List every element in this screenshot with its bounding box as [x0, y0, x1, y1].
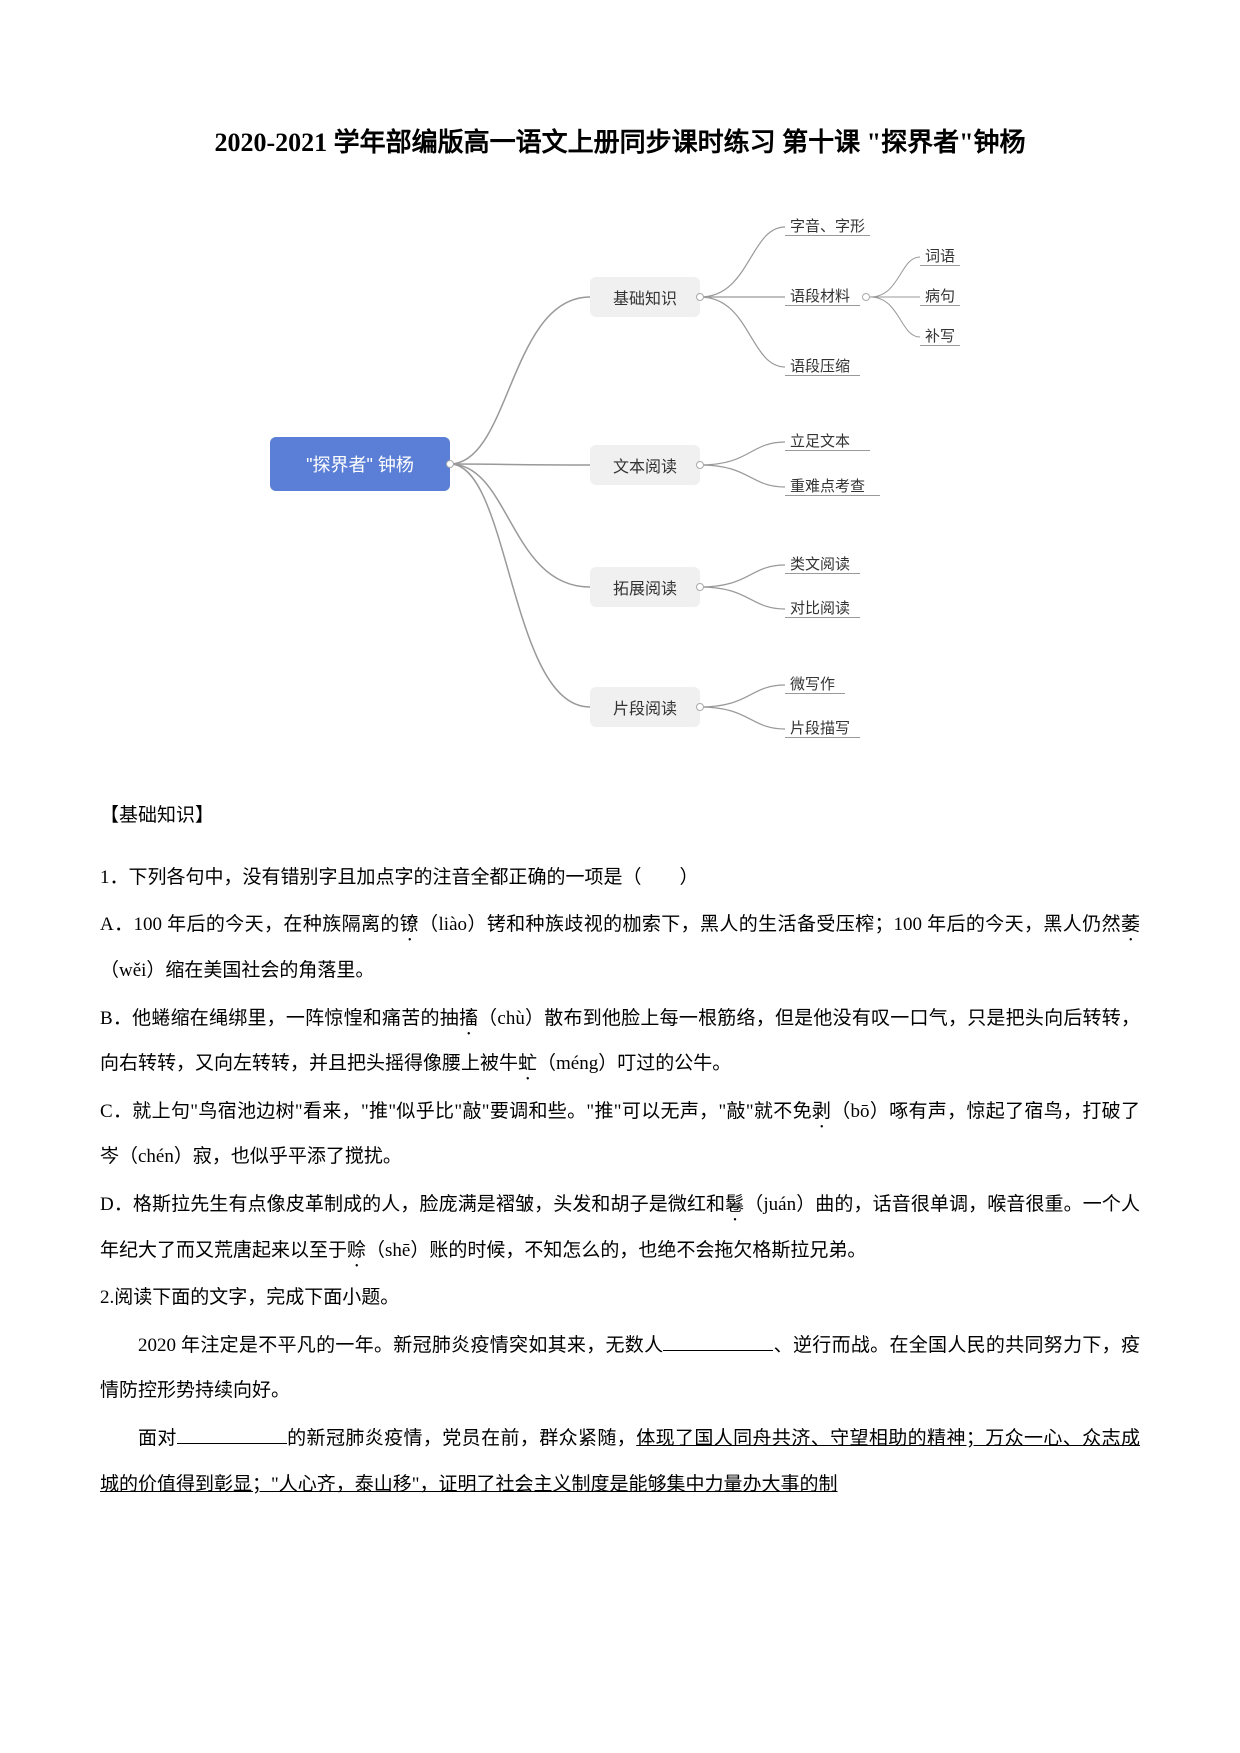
q2-stem: 2.阅读下面的文字，完成下面小题。 [100, 1275, 1140, 1321]
blank-1 [663, 1350, 773, 1351]
leaf: 词语 [925, 245, 955, 266]
dot [696, 583, 704, 591]
leaf: 病句 [925, 285, 955, 306]
leaf: 片段描写 [790, 717, 850, 738]
leaf-line [785, 375, 860, 376]
q2-p1: 2020 年注定是不平凡的一年。新冠肺炎疫情突如其来，无数人、逆行而战。在全国人… [100, 1323, 1140, 1414]
leaf: 补写 [925, 325, 955, 346]
dot [696, 703, 704, 711]
question-2: 2.阅读下面的文字，完成下面小题。 2020 年注定是不平凡的一年。新冠肺炎疫情… [100, 1275, 1140, 1507]
question-1: 1．下列各句中，没有错别字且加点字的注音全都正确的一项是（ ） A．100 年后… [100, 855, 1140, 1273]
leaf: 重难点考查 [790, 475, 865, 496]
q1-stem: 1．下列各句中，没有错别字且加点字的注音全都正确的一项是（ ） [100, 855, 1140, 901]
leaf: 类文阅读 [790, 553, 850, 574]
leaf: 语段压缩 [790, 355, 850, 376]
leaf-line [785, 737, 860, 738]
leaf-line [785, 617, 860, 618]
leaf-line [785, 693, 845, 694]
q2-p2: 面对的新冠肺炎疫情，党员在前，群众紧随，体现了国人同舟共济、守望相助的精神；万众… [100, 1416, 1140, 1507]
leaf-line [785, 305, 860, 306]
dot [446, 460, 454, 468]
section-heading-basics: 【基础知识】 [100, 797, 1140, 835]
page-title: 2020-2021 学年部编版高一语文上册同步课时练习 第十课 "探界者"钟杨 [100, 120, 1140, 167]
leaf-line [785, 235, 870, 236]
mindmap-container: "探界者" 钟杨 基础知识 文本阅读 拓展阅读 片段阅读 字音、字形 语段材料 … [100, 187, 1140, 757]
q1-opt-c: C．就上句"鸟宿池边树"看来，"推"似乎比"敲"要调和些。"推"可以无声，"敲"… [100, 1089, 1140, 1180]
leaf-line [785, 495, 880, 496]
dot [862, 293, 870, 301]
leaf: 微写作 [790, 673, 835, 694]
dot [696, 461, 704, 469]
sub-node-text-reading: 文本阅读 [590, 445, 700, 485]
leaf-line [920, 265, 960, 266]
sub-node-extended-reading: 拓展阅读 [590, 567, 700, 607]
q1-opt-a: A．100 年后的今天，在种族隔离的镣（liào）铐和种族歧视的枷索下，黑人的生… [100, 902, 1140, 993]
sub-node-basics: 基础知识 [590, 277, 700, 317]
leaf: 立足文本 [790, 430, 850, 451]
mindmap: "探界者" 钟杨 基础知识 文本阅读 拓展阅读 片段阅读 字音、字形 语段材料 … [270, 187, 970, 757]
leaf-line [920, 345, 960, 346]
leaf: 字音、字形 [790, 215, 865, 236]
sub-node-fragment-reading: 片段阅读 [590, 687, 700, 727]
leaf: 对比阅读 [790, 597, 850, 618]
leaf-line [785, 573, 860, 574]
leaf-line [920, 305, 960, 306]
leaf: 语段材料 [790, 285, 850, 306]
dot [696, 293, 704, 301]
blank-2 [177, 1443, 287, 1444]
mindmap-root: "探界者" 钟杨 [270, 437, 450, 491]
q1-opt-b: B．他蜷缩在绳绑里，一阵惊惶和痛苦的抽搐（chù）散布到他脸上每一根筋络，但是他… [100, 996, 1140, 1087]
q1-opt-d: D．格斯拉先生有点像皮革制成的人，脸庞满是褶皱，头发和胡子是微红和鬈（juán）… [100, 1182, 1140, 1273]
leaf-line [785, 450, 870, 451]
